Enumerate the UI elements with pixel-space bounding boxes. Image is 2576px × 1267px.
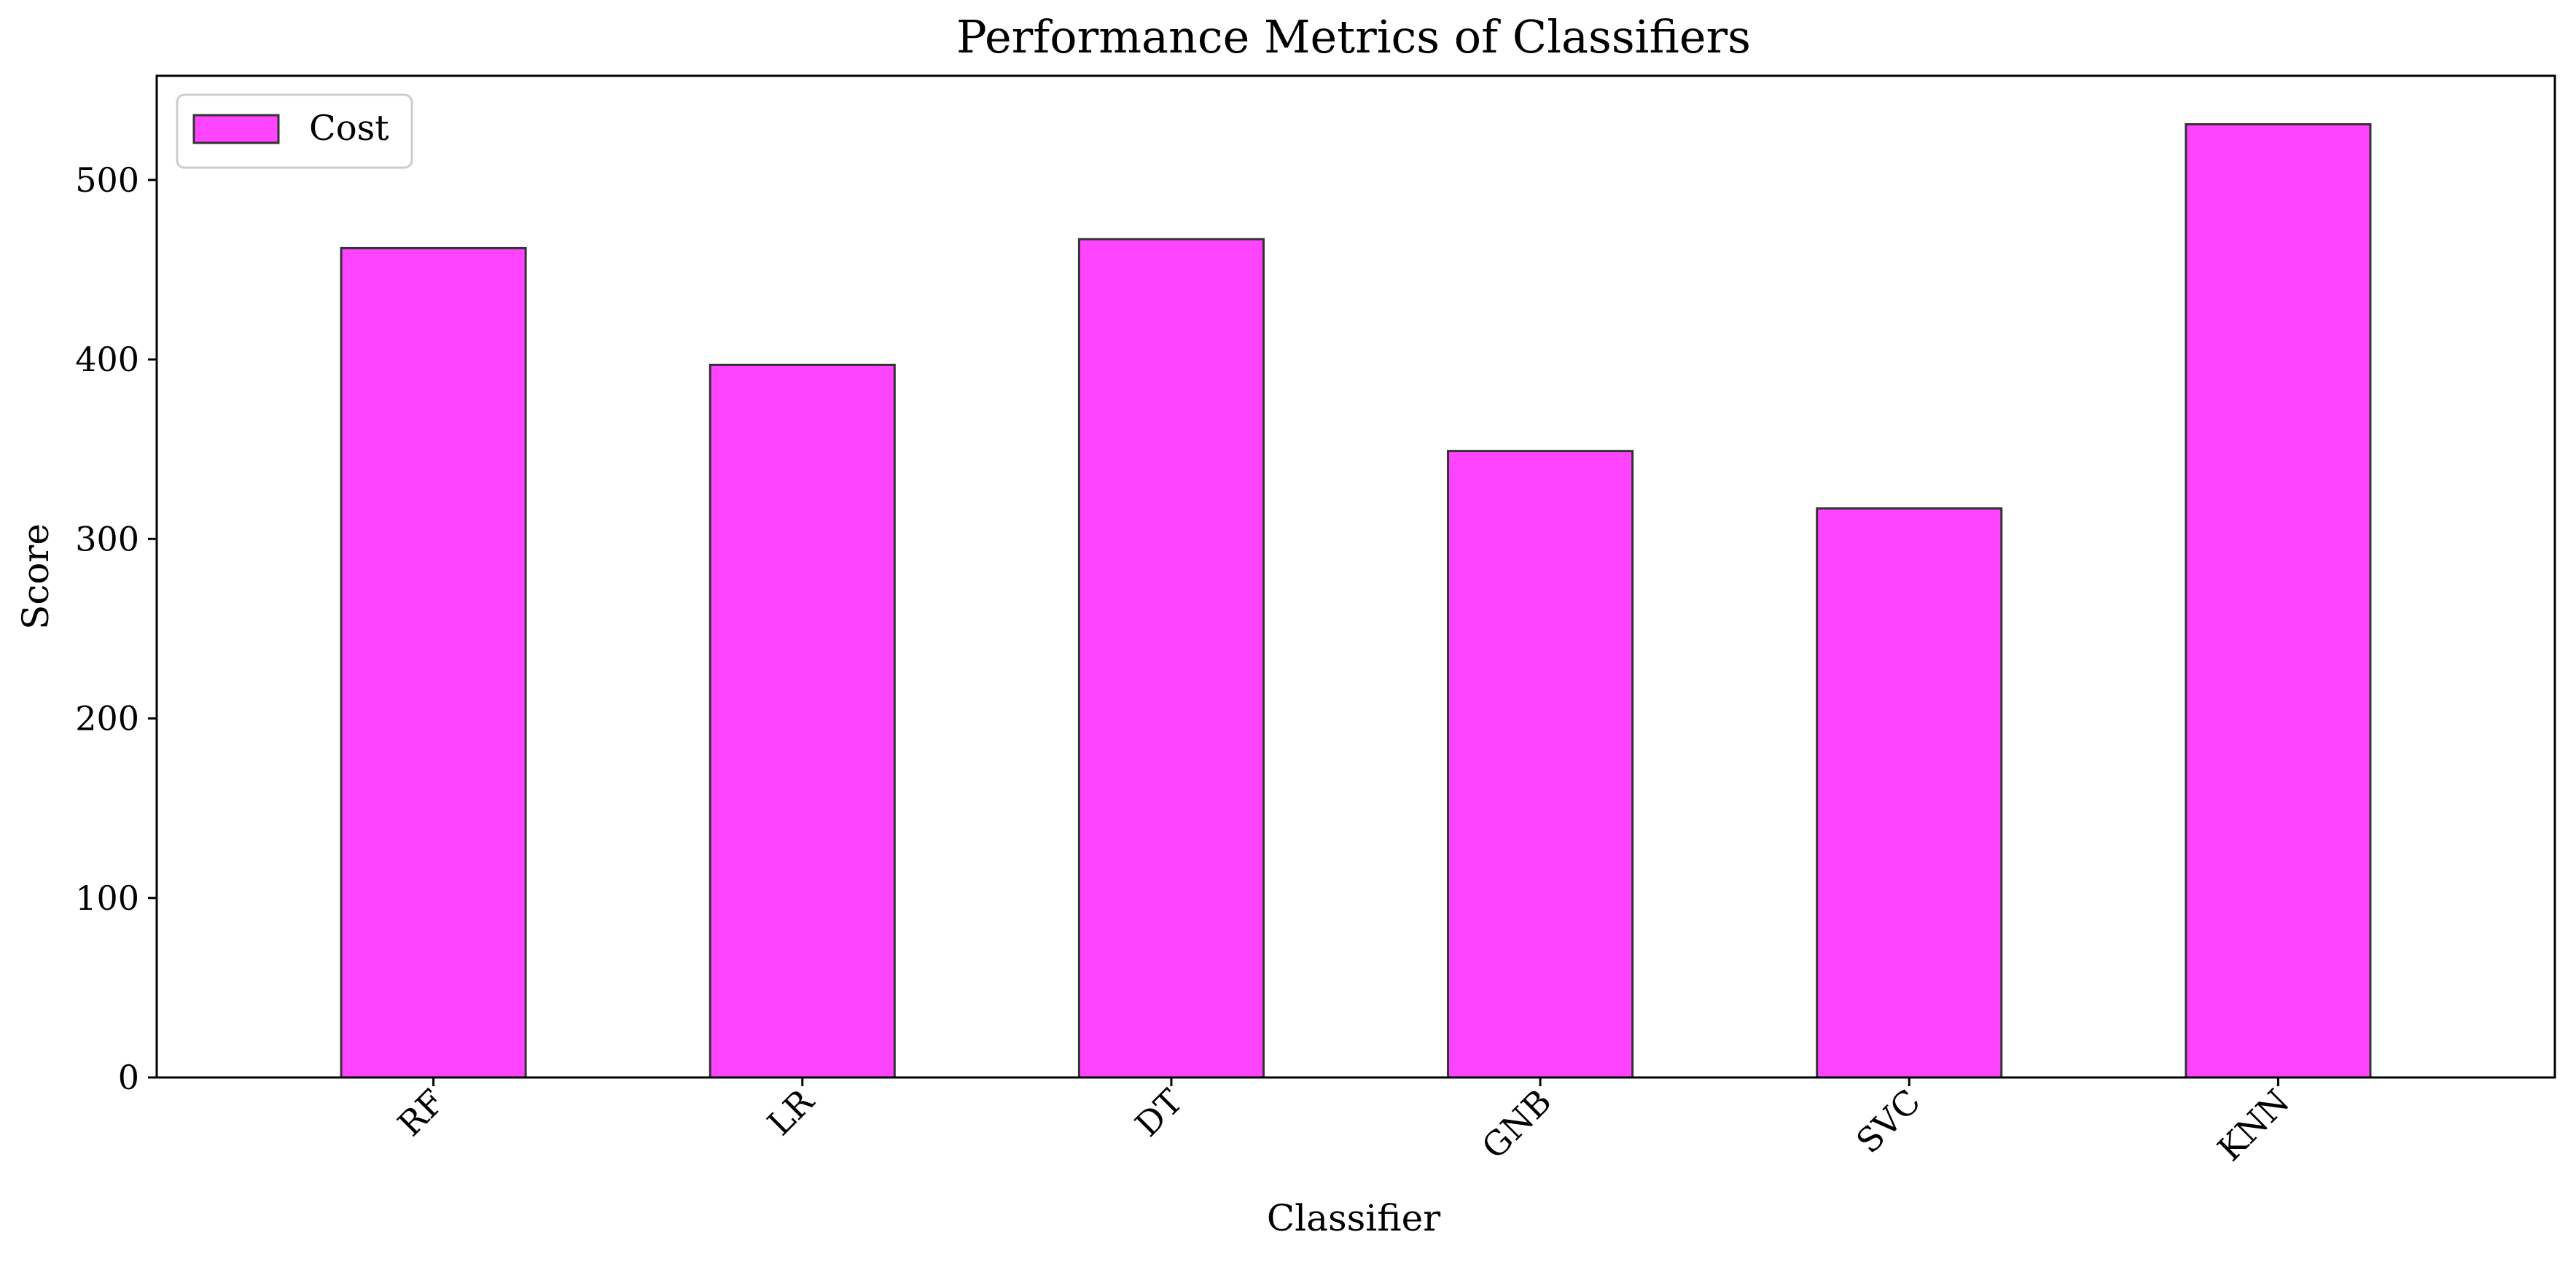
chart-title: Performance Metrics of Classifiers xyxy=(956,10,1751,63)
y-tick-label: 400 xyxy=(75,340,139,379)
bar-dt xyxy=(1077,238,1265,1079)
x-tick-label-knn: KNN xyxy=(2210,1082,2297,1169)
x-tick-label-gnb: GNB xyxy=(1474,1082,1559,1167)
bar-knn xyxy=(2185,122,2372,1079)
bar-rf xyxy=(340,246,527,1079)
x-tick-label-lr: LR xyxy=(760,1081,821,1143)
bar-gnb xyxy=(1447,450,1634,1079)
y-tick-label: 100 xyxy=(75,878,139,918)
legend-label-cost: Cost xyxy=(309,108,389,149)
y-tick-label: 200 xyxy=(75,699,139,738)
x-tick-label-rf: RF xyxy=(390,1082,452,1144)
plot-frame xyxy=(155,74,2556,1079)
legend-swatch xyxy=(192,114,280,144)
y-tick-label: 0 xyxy=(118,1058,139,1097)
y-axis-label: Score xyxy=(15,523,57,630)
x-tick-label-dt: DT xyxy=(1128,1081,1190,1144)
x-axis: RF LR DT GNB SVC KNN xyxy=(390,1077,2297,1169)
y-tick-label: 500 xyxy=(75,160,139,200)
bar-svc xyxy=(1816,507,2003,1079)
bars-layer xyxy=(340,122,2372,1079)
y-axis: 0 100 200 300 400 500 xyxy=(75,160,157,1097)
bar-lr xyxy=(709,363,896,1079)
y-tick-label: 300 xyxy=(75,519,139,558)
legend-frame xyxy=(176,93,413,169)
x-tick-label-svc: SVC xyxy=(1849,1082,1928,1161)
legend: Cost xyxy=(176,93,413,169)
x-axis-label: Classifier xyxy=(1267,1197,1440,1239)
